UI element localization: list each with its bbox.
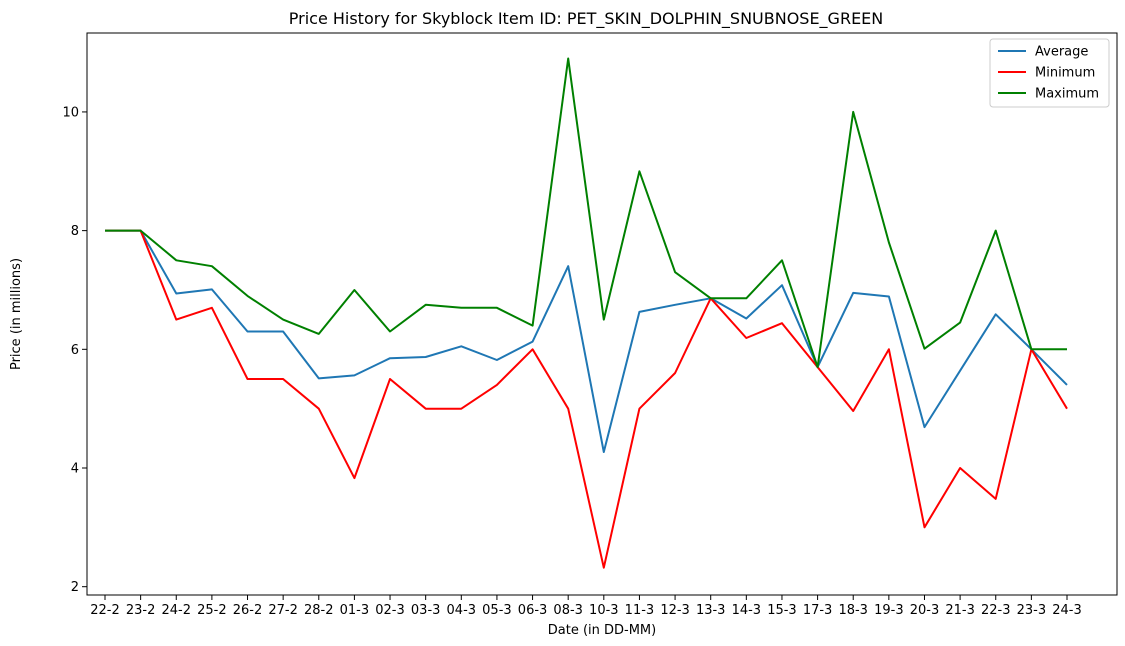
- x-tick-label: 01-3: [340, 603, 370, 618]
- x-tick-label: 22-3: [981, 603, 1011, 618]
- x-tick-label: 03-3: [411, 603, 441, 618]
- series-line-maximum: [105, 57, 1067, 369]
- series-line-minimum: [105, 229, 1068, 569]
- y-axis: 2 4 6 8 10: [62, 105, 87, 595]
- x-tick-label: 27-2: [268, 603, 298, 618]
- x-tick-label: 12-3: [660, 603, 690, 618]
- x-tick-label: 25-2: [197, 603, 227, 618]
- legend-label-average: Average: [1035, 45, 1088, 60]
- y-tick-label: 4: [71, 462, 79, 477]
- x-tick-label: 23-3: [1017, 603, 1047, 618]
- x-tick-label: 14-3: [732, 603, 762, 618]
- x-tick-label: 19-3: [874, 603, 904, 618]
- x-tick-label: 26-2: [233, 603, 263, 618]
- y-axis-label: Price (in millions): [9, 258, 24, 370]
- x-tick-label: 15-3: [767, 603, 797, 618]
- x-tick-label: 13-3: [696, 603, 726, 618]
- x-tick-label: 11-3: [625, 603, 655, 618]
- legend: Average Minimum Maximum: [989, 38, 1110, 108]
- x-tick-label: 20-3: [910, 603, 940, 618]
- x-tick-label: 21-3: [945, 603, 975, 618]
- x-tick-label: 23-2: [126, 603, 156, 618]
- series-lines: [105, 57, 1068, 569]
- x-axis-label: Date (in DD-MM): [548, 623, 656, 638]
- x-axis: 22-2 23-2 24-2 25-2 26-2 27-2 28-2 01-3 02-3 03-3…: [90, 595, 1082, 618]
- x-tick-label: 24-2: [162, 603, 192, 618]
- legend-label-maximum: Maximum: [1035, 87, 1099, 102]
- y-tick-label: 6: [71, 343, 79, 358]
- x-tick-label: 06-3: [518, 603, 548, 618]
- x-tick-label: 10-3: [589, 603, 619, 618]
- x-tick-label: 22-2: [90, 603, 120, 618]
- x-tick-label: 24-3: [1052, 603, 1082, 618]
- chart-title: Price History for Skyblock Item ID: PET_…: [289, 9, 884, 29]
- plot-area: [86, 32, 1118, 596]
- series-line-average: [105, 229, 1068, 453]
- x-tick-label: 05-3: [482, 603, 512, 618]
- x-tick-label: 08-3: [553, 603, 583, 618]
- y-tick-label: 2: [71, 580, 79, 595]
- x-tick-label: 28-2: [304, 603, 334, 618]
- x-tick-label: 04-3: [447, 603, 477, 618]
- x-tick-label: 18-3: [838, 603, 868, 618]
- x-tick-label: 02-3: [375, 603, 405, 618]
- legend-box: [989, 38, 1110, 108]
- y-tick-label: 10: [62, 105, 79, 120]
- legend-label-minimum: Minimum: [1035, 66, 1095, 81]
- y-tick-label: 8: [71, 224, 79, 239]
- x-tick-label: 17-3: [803, 603, 833, 618]
